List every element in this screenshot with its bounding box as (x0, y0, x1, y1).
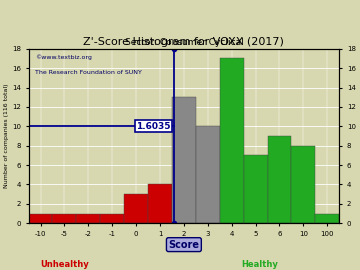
Bar (315, 214, 339, 223)
Bar (196, 126, 220, 223)
X-axis label: Score: Score (168, 240, 199, 250)
Bar (100, 214, 124, 223)
Bar (267, 136, 291, 223)
Bar (172, 97, 196, 223)
Bar (28, 214, 53, 223)
Bar (244, 155, 267, 223)
Text: ©www.textbiz.org: ©www.textbiz.org (35, 54, 92, 60)
Text: Unhealthy: Unhealthy (40, 260, 89, 269)
Title: Z'-Score Histogram for VOXX (2017): Z'-Score Histogram for VOXX (2017) (84, 36, 284, 46)
Bar (220, 58, 244, 223)
Text: 1.6035: 1.6035 (136, 122, 171, 131)
Text: Sector: Consumer Cyclical: Sector: Consumer Cyclical (125, 38, 243, 47)
Bar (148, 184, 172, 223)
Bar (124, 194, 148, 223)
Text: Healthy: Healthy (241, 260, 278, 269)
Y-axis label: Number of companies (116 total): Number of companies (116 total) (4, 84, 9, 188)
Bar (76, 214, 100, 223)
Text: The Research Foundation of SUNY: The Research Foundation of SUNY (35, 70, 142, 75)
Bar (53, 214, 76, 223)
Bar (291, 146, 315, 223)
